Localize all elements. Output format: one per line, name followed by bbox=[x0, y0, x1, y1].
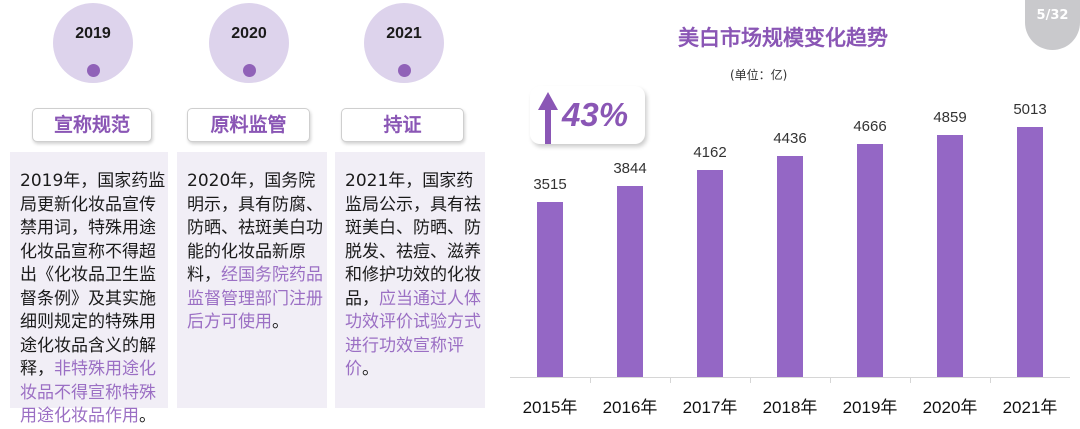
bar bbox=[537, 202, 563, 377]
bar bbox=[1017, 127, 1043, 377]
year-label: 2021 bbox=[386, 25, 422, 42]
x-tick-label: 2021年 bbox=[1002, 398, 1058, 417]
year-circle-2020: 2020 bbox=[209, 3, 289, 83]
x-tick-label: 2015年 bbox=[522, 398, 578, 417]
x-tick-label: 2016年 bbox=[602, 398, 658, 417]
year-label: 2020 bbox=[231, 25, 267, 42]
bar bbox=[617, 186, 643, 377]
bar bbox=[697, 170, 723, 377]
policy-text: 2021年，国家药监局公示，具有祛斑美白、防晒、防脱发、祛痘、滋养和修护功效的化… bbox=[345, 171, 481, 309]
x-tick-label: 2018年 bbox=[762, 398, 818, 417]
growth-percent: 43% bbox=[562, 96, 629, 133]
x-tick bbox=[910, 377, 911, 383]
page-number-badge: 5/32 bbox=[1025, 0, 1080, 50]
bar-value-label: 3844 bbox=[613, 160, 647, 177]
bar bbox=[777, 156, 803, 377]
timeline-dot-icon bbox=[87, 64, 100, 77]
x-axis bbox=[510, 377, 1070, 378]
bar bbox=[937, 135, 963, 377]
policy-panel-2019: 2019年，国家药监局更新化妆品宣传禁用词，特殊用途化妆品宣称不得超出《化妆品卫… bbox=[10, 152, 168, 426]
policy-end: 。 bbox=[139, 406, 156, 426]
year-circle-2021: 2021 bbox=[364, 3, 444, 83]
x-tick bbox=[590, 377, 591, 383]
year-label: 2019 bbox=[75, 25, 111, 42]
x-tick-label: 2020年 bbox=[922, 398, 978, 417]
bar bbox=[857, 144, 883, 377]
x-tick-label: 2019年 bbox=[842, 398, 898, 417]
tag-material-supervision: 原料监管 bbox=[187, 108, 310, 142]
x-tick bbox=[670, 377, 671, 383]
chart-title: 美白市场规模变化趋势 bbox=[678, 26, 888, 50]
policy-end: 。 bbox=[362, 359, 379, 379]
x-tick-label: 2017年 bbox=[682, 398, 738, 417]
timeline-dot-icon bbox=[398, 64, 411, 77]
bar-value-label: 3515 bbox=[533, 176, 567, 193]
bar-value-label: 4436 bbox=[773, 130, 807, 147]
tag-certification: 持证 bbox=[341, 108, 464, 142]
up-arrow-icon bbox=[538, 92, 558, 144]
growth-callout: 43% bbox=[530, 86, 645, 144]
page-number: 5/32 bbox=[1036, 8, 1069, 23]
policy-highlight: 经国务院药品监督管理部门注册后方可使用 bbox=[187, 265, 323, 332]
policy-end: 。 bbox=[272, 312, 289, 332]
bar-value-label: 4859 bbox=[933, 109, 967, 126]
x-tick bbox=[990, 377, 991, 383]
timeline-dot-icon bbox=[243, 64, 256, 77]
bar-value-label: 4666 bbox=[853, 118, 887, 135]
bar-value-label: 4162 bbox=[693, 144, 727, 161]
tag-claim-regulation: 宣称规范 bbox=[32, 108, 152, 142]
policy-highlight: 应当通过人体功效评价试验方式进行功效宣称评价 bbox=[345, 288, 481, 380]
x-tick bbox=[750, 377, 751, 383]
bar-value-label: 5013 bbox=[1013, 101, 1047, 118]
policy-panel-2021: 2021年，国家药监局公示，具有祛斑美白、防晒、防脱发、祛痘、滋养和修护功效的化… bbox=[335, 152, 485, 408]
policy-text: 2019年，国家药监局更新化妆品宣传禁用词，特殊用途化妆品宣称不得超出《化妆品卫… bbox=[20, 171, 166, 379]
policy-text: 2020年，国务院明示，具有防腐、防晒、祛斑美白功能的化妆品新原料， bbox=[187, 171, 323, 285]
year-circle-2019: 2019 bbox=[53, 3, 133, 83]
chart-unit: (单位：亿) bbox=[730, 68, 788, 82]
policy-panel-2020: 2020年，国务院明示，具有防腐、防晒、祛斑美白功能的化妆品新原料，经国务院药品… bbox=[177, 152, 327, 408]
x-tick bbox=[830, 377, 831, 383]
